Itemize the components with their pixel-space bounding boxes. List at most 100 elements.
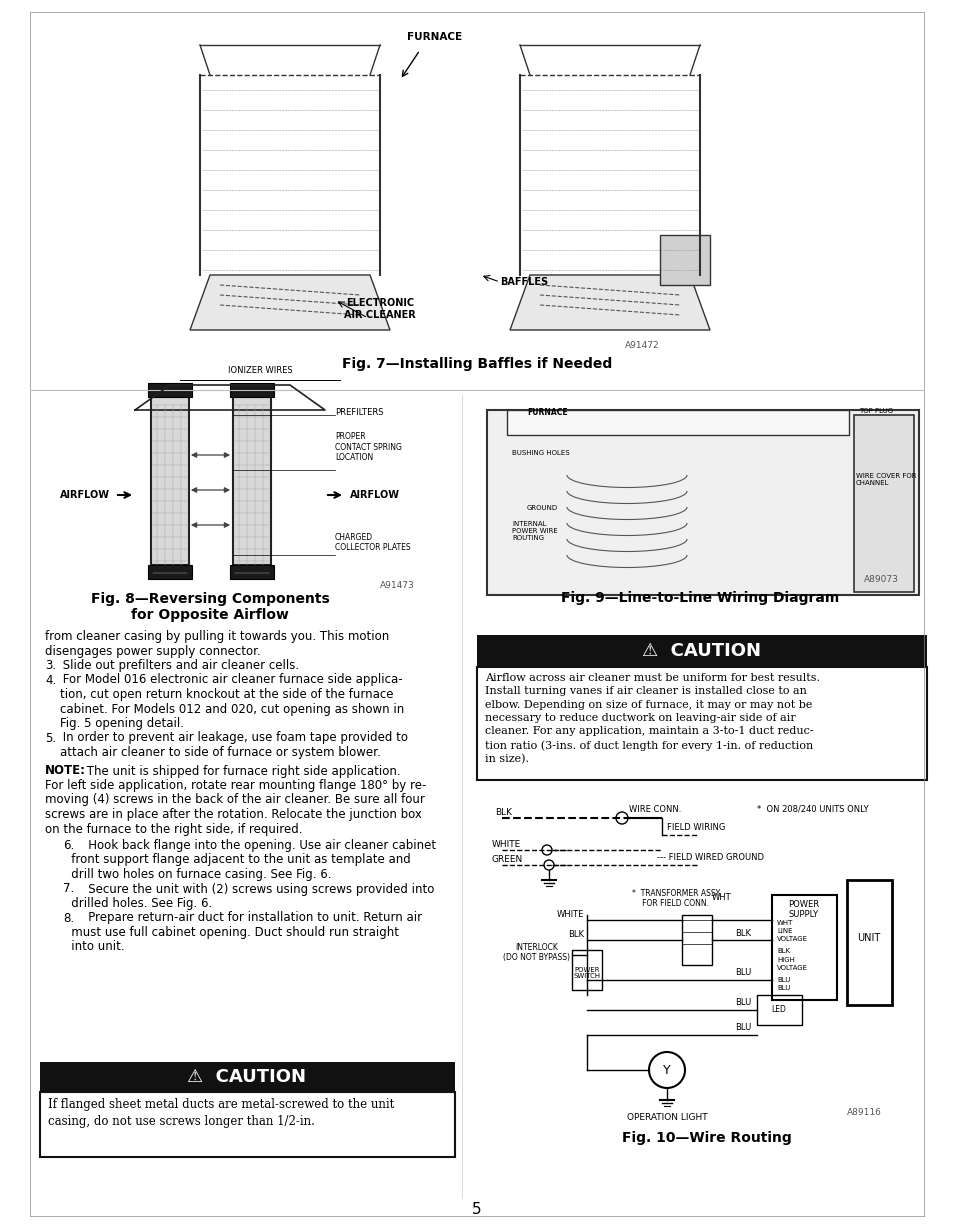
- Text: BLU: BLU: [734, 968, 750, 977]
- Text: BLK: BLK: [495, 808, 512, 817]
- Text: PROPER
CONTACT SPRING
LOCATION: PROPER CONTACT SPRING LOCATION: [335, 432, 401, 462]
- Bar: [151, 395, 189, 565]
- Text: screws are in place after the rotation. Relocate the junction box: screws are in place after the rotation. …: [45, 808, 421, 822]
- Text: VOLTAGE: VOLTAGE: [776, 965, 807, 971]
- Text: drill two holes on furnace casing. See Fig. 6.: drill two holes on furnace casing. See F…: [45, 868, 331, 880]
- Text: For Model 016 electronic air cleaner furnace side applica-: For Model 016 electronic air cleaner fur…: [59, 673, 402, 686]
- Text: must use full cabinet opening. Duct should run straight: must use full cabinet opening. Duct shou…: [45, 926, 398, 939]
- Circle shape: [541, 845, 552, 855]
- Text: INTERNAL
POWER WIRE
ROUTING: INTERNAL POWER WIRE ROUTING: [512, 521, 558, 542]
- Text: 7.: 7.: [63, 883, 74, 895]
- Text: A91472: A91472: [624, 341, 659, 350]
- Text: 4.: 4.: [45, 673, 56, 686]
- Bar: [486, 410, 918, 596]
- Text: Y: Y: [662, 1063, 670, 1077]
- Text: WHT: WHT: [711, 893, 731, 903]
- Text: Secure the unit with (2) screws using screws provided into: Secure the unit with (2) screws using sc…: [77, 883, 434, 895]
- Text: If flanged sheet metal ducts are metal-screwed to the unit
casing, do not use sc: If flanged sheet metal ducts are metal-s…: [48, 1098, 394, 1129]
- Text: BLU: BLU: [734, 1023, 750, 1032]
- Bar: [148, 383, 192, 397]
- Polygon shape: [190, 275, 390, 330]
- Bar: [230, 383, 274, 397]
- Bar: [506, 410, 848, 435]
- Bar: [853, 415, 913, 592]
- Bar: [659, 235, 709, 285]
- Text: 5.: 5.: [45, 732, 56, 744]
- Text: FURNACE: FURNACE: [526, 408, 567, 418]
- Text: 3.: 3.: [45, 659, 56, 672]
- Circle shape: [543, 860, 554, 869]
- Circle shape: [648, 1052, 684, 1088]
- Circle shape: [616, 812, 627, 824]
- Text: for Opposite Airflow: for Opposite Airflow: [131, 608, 289, 623]
- Text: BLU: BLU: [776, 985, 789, 991]
- Text: 8.: 8.: [63, 911, 74, 925]
- Text: --- FIELD WIRED GROUND: --- FIELD WIRED GROUND: [657, 853, 763, 862]
- Text: front support flange adjacent to the unit as template and: front support flange adjacent to the uni…: [45, 853, 411, 867]
- Text: FURNACE: FURNACE: [407, 32, 462, 42]
- Text: Fig. 9—Line-to-Line Wiring Diagram: Fig. 9—Line-to-Line Wiring Diagram: [560, 591, 839, 605]
- Text: A91473: A91473: [379, 581, 415, 589]
- Text: For left side application, rotate rear mounting flange 180° by re-: For left side application, rotate rear m…: [45, 779, 426, 792]
- Text: WIRE COVER FOR
CHANNEL: WIRE COVER FOR CHANNEL: [855, 473, 916, 486]
- Text: Fig. 8—Reversing Components: Fig. 8—Reversing Components: [91, 592, 329, 605]
- Text: The unit is shipped for furnace right side application.: The unit is shipped for furnace right si…: [83, 765, 400, 777]
- Text: A89116: A89116: [846, 1108, 881, 1117]
- Polygon shape: [510, 275, 709, 330]
- Bar: [771, 895, 836, 1000]
- Text: BAFFLES: BAFFLES: [499, 278, 548, 287]
- Bar: [572, 950, 601, 990]
- Text: ⚠  CAUTION: ⚠ CAUTION: [188, 1068, 306, 1086]
- Text: AIRFLOW: AIRFLOW: [350, 490, 399, 500]
- Text: OPERATION LIGHT: OPERATION LIGHT: [626, 1113, 706, 1122]
- Text: BLK: BLK: [567, 930, 583, 939]
- Text: into unit.: into unit.: [45, 941, 125, 953]
- Bar: [757, 995, 801, 1025]
- Text: Fig. 5 opening detail.: Fig. 5 opening detail.: [45, 717, 184, 729]
- Text: A89073: A89073: [863, 575, 898, 585]
- Bar: [476, 635, 926, 667]
- Text: LED: LED: [771, 1006, 785, 1014]
- Text: HIGH: HIGH: [776, 957, 794, 963]
- Bar: [148, 565, 192, 578]
- Text: In order to prevent air leakage, use foam tape provided to: In order to prevent air leakage, use foa…: [59, 732, 408, 744]
- Bar: [40, 1062, 455, 1092]
- Text: BLK: BLK: [734, 930, 750, 938]
- Text: GREEN: GREEN: [492, 855, 522, 865]
- Text: WIRE CONN.: WIRE CONN.: [628, 806, 680, 814]
- Text: Slide out prefilters and air cleaner cells.: Slide out prefilters and air cleaner cel…: [59, 659, 299, 672]
- Text: FOR FIELD CONN.: FOR FIELD CONN.: [635, 899, 708, 907]
- Text: *  TRANSFORMER ASSY.: * TRANSFORMER ASSY.: [631, 889, 720, 898]
- Bar: [476, 667, 926, 780]
- Text: *  ON 208/240 UNITS ONLY: * ON 208/240 UNITS ONLY: [757, 806, 868, 814]
- Bar: [230, 565, 274, 578]
- Text: POWER
SUPPLY: POWER SUPPLY: [787, 900, 819, 920]
- Text: IONIZER WIRES: IONIZER WIRES: [228, 366, 292, 375]
- Text: 5: 5: [472, 1202, 481, 1217]
- Text: BLU: BLU: [734, 998, 750, 1007]
- Text: tion, cut open return knockout at the side of the furnace: tion, cut open return knockout at the si…: [45, 688, 393, 701]
- Text: LINE: LINE: [776, 928, 792, 935]
- Text: Hook back flange into the opening. Use air cleaner cabinet: Hook back flange into the opening. Use a…: [77, 839, 436, 852]
- Text: WHITE: WHITE: [556, 910, 583, 919]
- Text: Prepare return-air duct for installation to unit. Return air: Prepare return-air duct for installation…: [77, 911, 421, 925]
- Text: on the furnace to the right side, if required.: on the furnace to the right side, if req…: [45, 823, 302, 835]
- Text: CHARGED
COLLECTOR PLATES: CHARGED COLLECTOR PLATES: [335, 533, 410, 553]
- Text: WHT: WHT: [776, 920, 793, 926]
- Text: from cleaner casing by pulling it towards you. This motion: from cleaner casing by pulling it toward…: [45, 630, 389, 643]
- Text: moving (4) screws in the back of the air cleaner. Be sure all four: moving (4) screws in the back of the air…: [45, 793, 424, 807]
- Text: POWER
SWITCH: POWER SWITCH: [573, 966, 600, 980]
- Text: cabinet. For Models 012 and 020, cut opening as shown in: cabinet. For Models 012 and 020, cut ope…: [45, 702, 404, 716]
- Text: INTERLOCK
(DO NOT BYPASS): INTERLOCK (DO NOT BYPASS): [503, 943, 570, 962]
- Text: FIELD WIRING: FIELD WIRING: [666, 823, 724, 833]
- Bar: [233, 395, 271, 565]
- Text: disengages power supply connector.: disengages power supply connector.: [45, 645, 260, 657]
- Text: attach air cleaner to side of furnace or system blower.: attach air cleaner to side of furnace or…: [45, 745, 380, 759]
- Text: Fig. 7—Installing Baffles if Needed: Fig. 7—Installing Baffles if Needed: [341, 357, 612, 371]
- Text: AIRFLOW: AIRFLOW: [60, 490, 110, 500]
- Bar: [40, 1092, 455, 1157]
- Text: VOLTAGE: VOLTAGE: [776, 936, 807, 942]
- Text: UNIT: UNIT: [857, 933, 880, 943]
- Text: BLK: BLK: [776, 948, 789, 954]
- Text: drilled holes. See Fig. 6.: drilled holes. See Fig. 6.: [45, 896, 212, 910]
